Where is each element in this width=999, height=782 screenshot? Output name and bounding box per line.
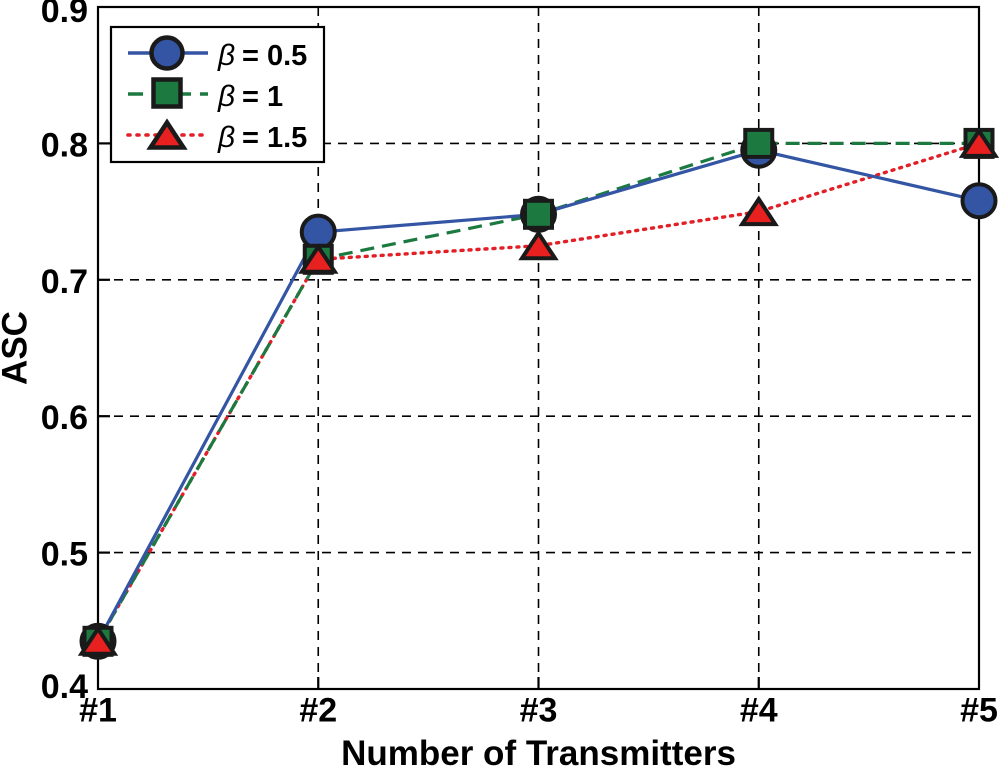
- svg-text:β: β: [217, 80, 235, 113]
- svg-text:#4: #4: [740, 691, 778, 729]
- svg-text:= 1: = 1: [242, 81, 283, 113]
- svg-text:β: β: [217, 39, 235, 72]
- svg-text:ASC: ASC: [0, 311, 34, 385]
- svg-text:0.8: 0.8: [41, 126, 88, 164]
- svg-text:= 0.5: = 0.5: [242, 40, 307, 72]
- svg-text:#2: #2: [299, 691, 337, 729]
- svg-text:#3: #3: [520, 691, 558, 729]
- svg-text:β: β: [217, 121, 235, 154]
- svg-text:0.9: 0.9: [41, 0, 88, 30]
- svg-text:0.6: 0.6: [41, 399, 88, 437]
- svg-text:#1: #1: [79, 691, 117, 729]
- svg-text:Number of Transmitters: Number of Transmitters: [341, 734, 736, 773]
- svg-text:0.7: 0.7: [41, 263, 88, 301]
- svg-text:#5: #5: [960, 691, 998, 729]
- svg-text:0.5: 0.5: [41, 536, 88, 574]
- svg-text:= 1.5: = 1.5: [242, 122, 307, 154]
